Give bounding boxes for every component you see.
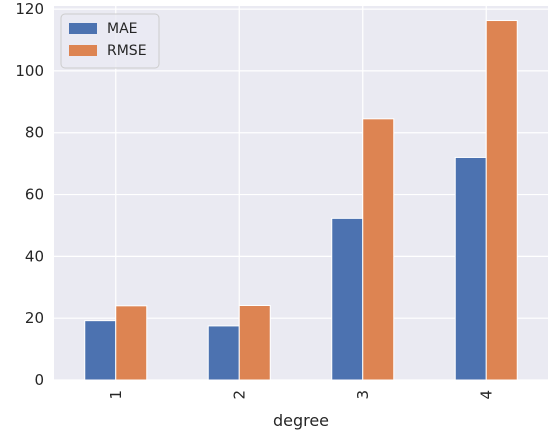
y-axis-ticks: 0 20 40 60 80 100 120 bbox=[15, 0, 44, 389]
x-axis-ticks: 1 2 3 4 bbox=[107, 390, 496, 400]
x-tick-label: 2 bbox=[230, 390, 248, 400]
x-axis-label: degree bbox=[273, 411, 329, 430]
legend-label-mae: MAE bbox=[107, 21, 138, 37]
legend-label-rmse: RMSE bbox=[107, 43, 147, 59]
x-tick-label: 3 bbox=[354, 390, 372, 400]
y-tick-label: 0 bbox=[34, 371, 44, 389]
y-tick-label: 40 bbox=[25, 247, 44, 265]
bar-mae-3 bbox=[332, 218, 363, 380]
legend-swatch-mae bbox=[69, 23, 97, 34]
bar-rmse-3 bbox=[363, 119, 394, 380]
y-tick-label: 100 bbox=[15, 62, 44, 80]
x-tick-label: 1 bbox=[107, 390, 125, 400]
legend-swatch-rmse bbox=[69, 45, 97, 56]
legend: MAE RMSE bbox=[61, 14, 159, 68]
bar-rmse-4 bbox=[486, 21, 517, 380]
y-tick-label: 20 bbox=[25, 309, 44, 327]
bar-mae-2 bbox=[208, 326, 239, 380]
bar-rmse-1 bbox=[116, 306, 147, 380]
bar-rmse-2 bbox=[239, 306, 270, 380]
x-tick-label: 4 bbox=[477, 390, 495, 400]
y-tick-label: 60 bbox=[25, 186, 44, 204]
y-tick-label: 80 bbox=[25, 124, 44, 142]
bar-mae-4 bbox=[455, 157, 486, 380]
y-tick-label: 120 bbox=[15, 0, 44, 18]
bar-mae-1 bbox=[85, 321, 116, 380]
